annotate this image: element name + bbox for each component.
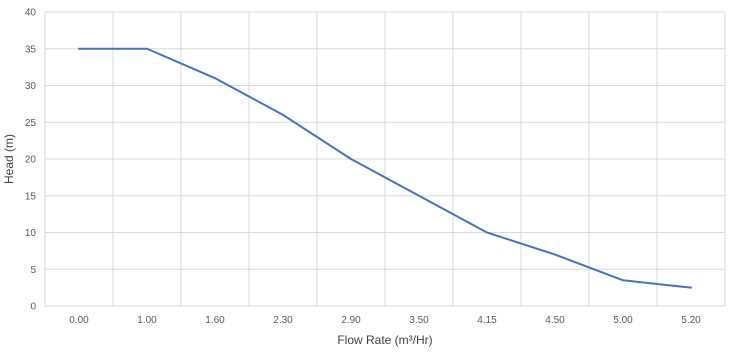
x-tick-label: 2.30: [273, 315, 293, 326]
y-tick-label: 25: [25, 118, 37, 129]
x-tick-label: 4.50: [545, 315, 565, 326]
data-point: [621, 278, 625, 282]
data-point: [553, 253, 557, 257]
y-axis-title: Head (m): [2, 134, 16, 184]
y-tick-label: 30: [25, 81, 37, 92]
x-tick-label: 4.15: [477, 315, 497, 326]
gridlines: [44, 11, 726, 307]
x-tick-label: 2.90: [341, 315, 361, 326]
x-tick-label: 5.20: [681, 315, 701, 326]
data-point: [281, 113, 285, 117]
x-tick-label: 1.60: [205, 315, 225, 326]
y-tick-label: 20: [25, 155, 37, 166]
series-line: [78, 47, 692, 289]
x-tick-label: 0.00: [69, 315, 89, 326]
data-point: [485, 231, 489, 235]
series-layer: [77, 47, 693, 290]
y-tick-label: 5: [30, 265, 36, 276]
y-tick-label: 35: [25, 44, 37, 55]
x-axis-tick-labels: 0.00 1.00 1.60 2.30 2.90 3.50 4.15 4.50 5.00 5.20: [69, 315, 701, 326]
data-point: [417, 194, 421, 198]
y-tick-label: 0: [30, 302, 36, 313]
x-tick-label: 5.00: [613, 315, 633, 326]
data-point: [145, 47, 149, 51]
data-point: [213, 76, 217, 80]
data-point: [77, 47, 81, 51]
x-tick-label: 1.00: [137, 315, 157, 326]
y-tick-label: 10: [25, 228, 37, 239]
y-tick-label: 40: [25, 8, 37, 19]
data-point: [349, 157, 353, 161]
x-tick-label: 3.50: [409, 315, 429, 326]
y-axis-tick-labels: 0 5 10 15 20 25 30 35 40: [25, 8, 37, 313]
y-tick-label: 15: [25, 191, 37, 202]
x-axis-title: Flow Rate (m³/Hr): [337, 333, 432, 347]
data-point: [689, 286, 693, 290]
